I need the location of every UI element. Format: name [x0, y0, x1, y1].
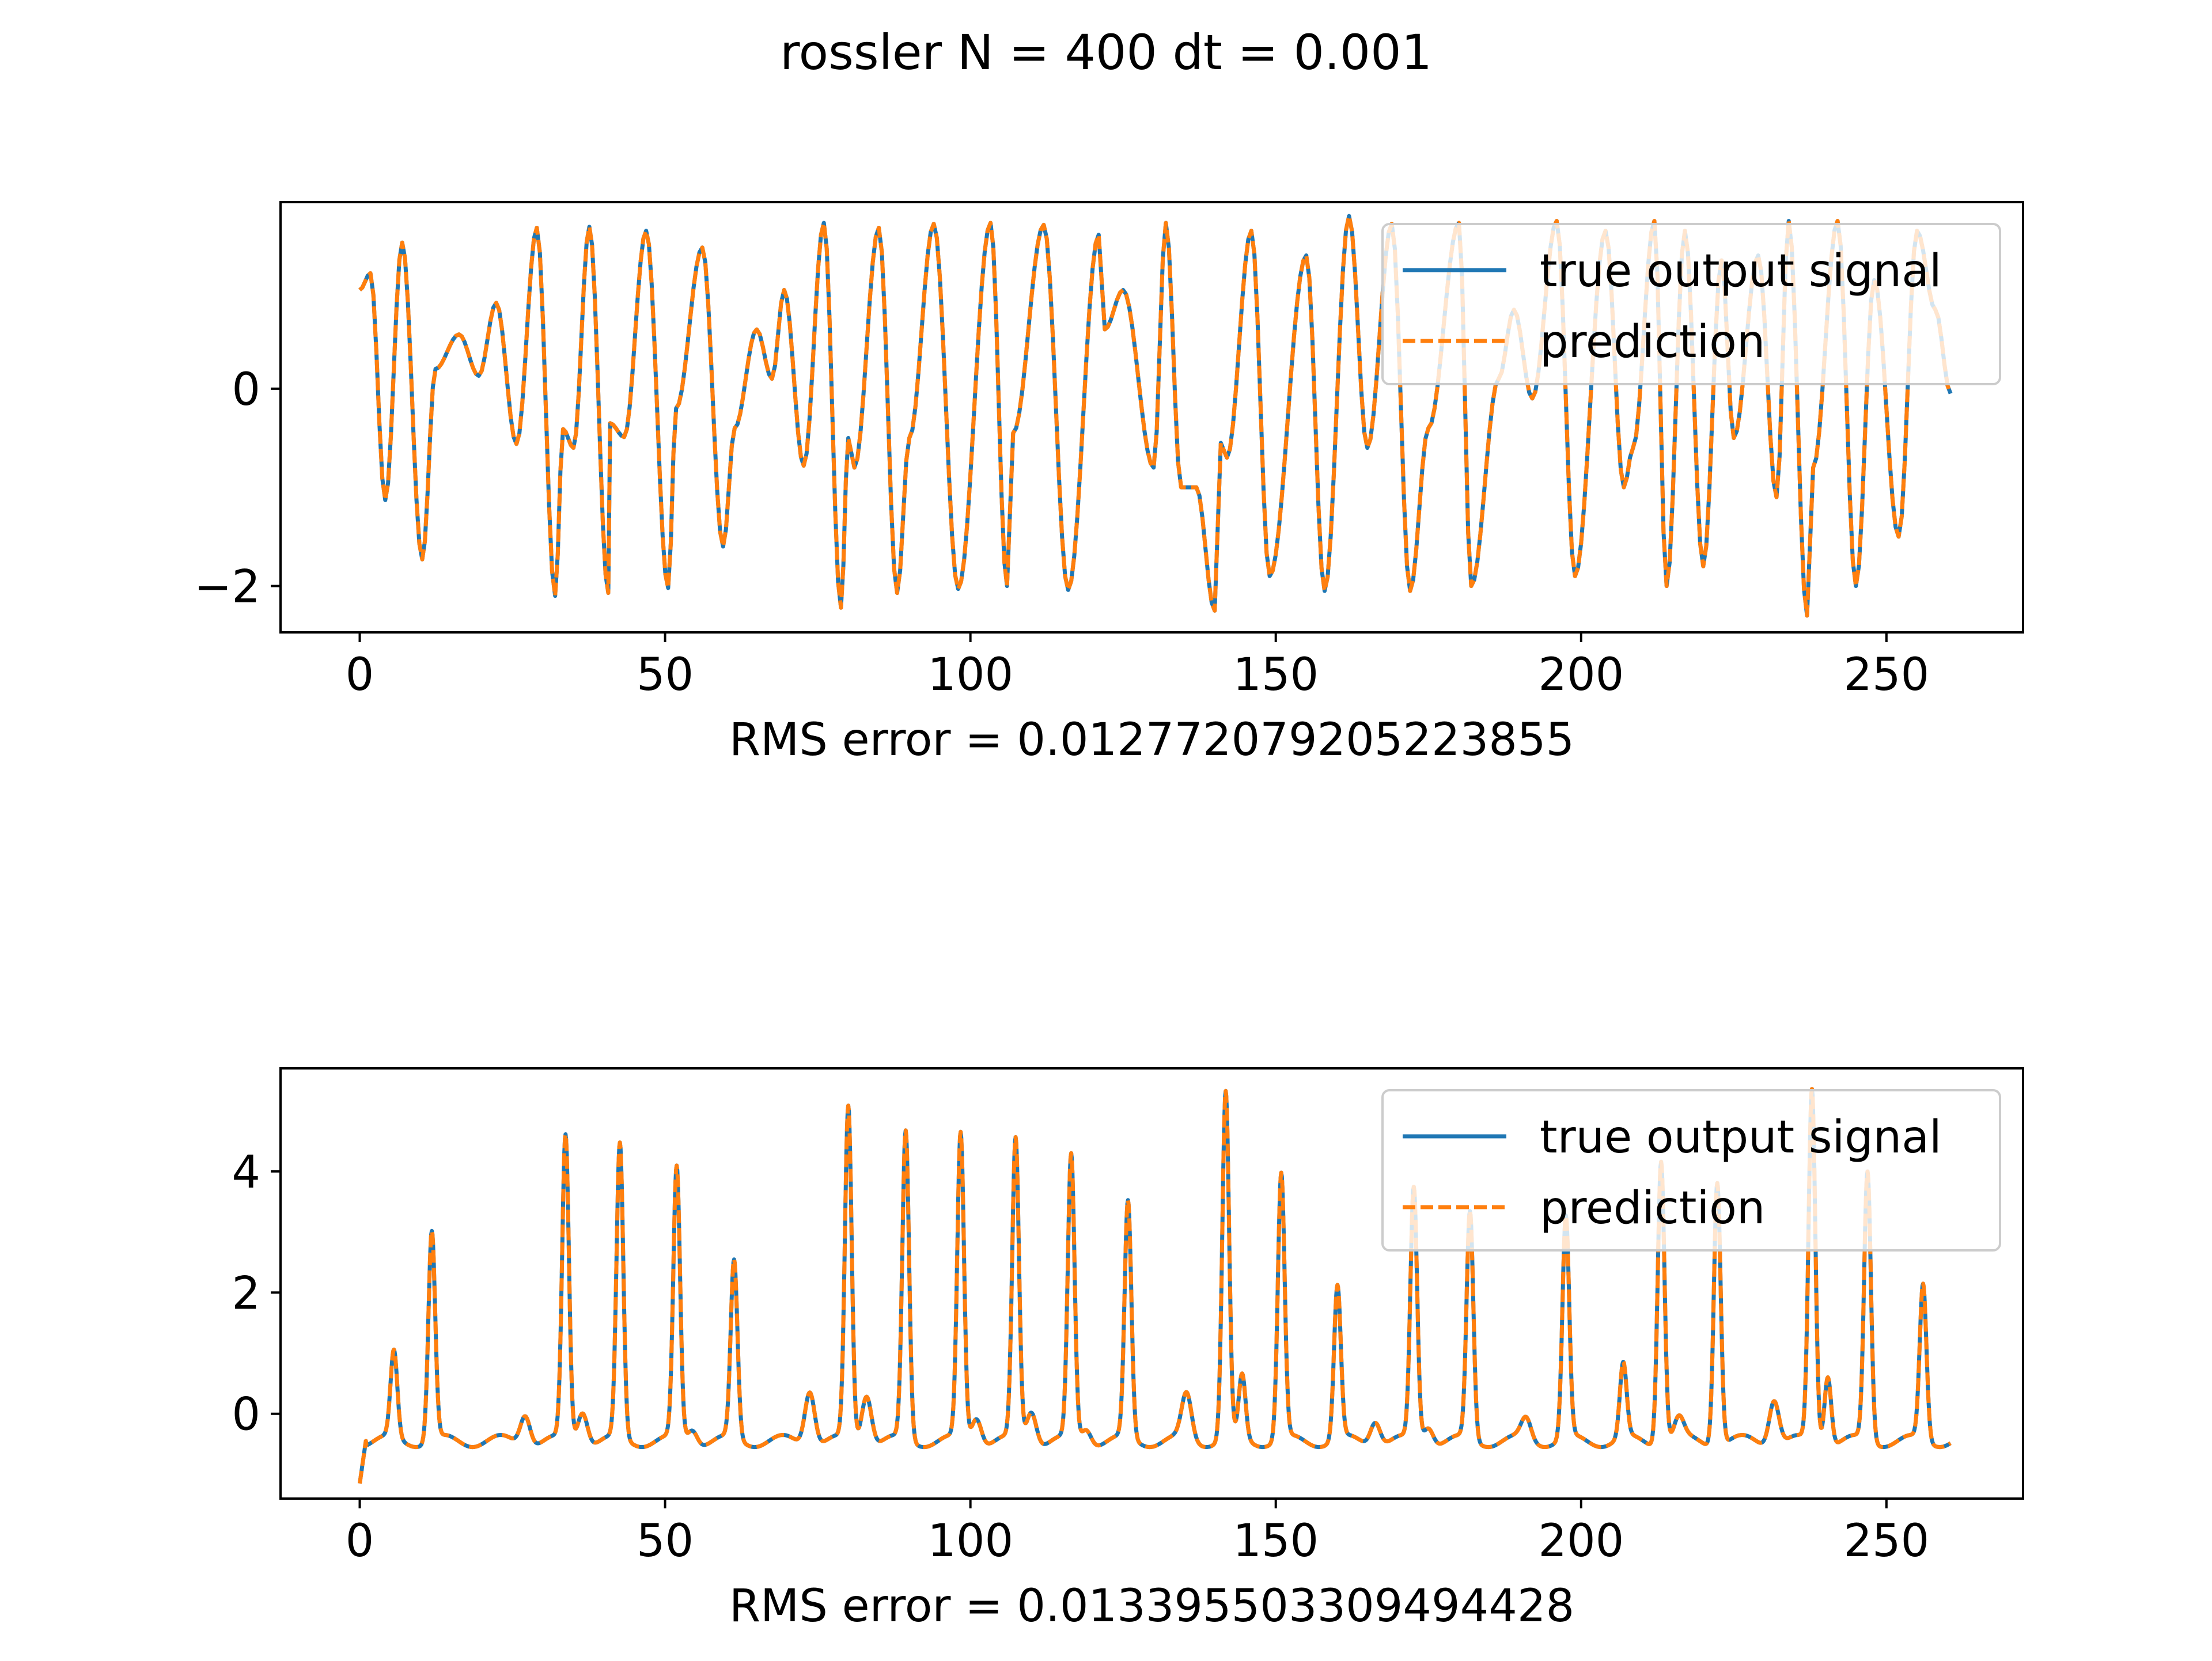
x-tick-label: 0 [346, 649, 374, 701]
y-tick-label: 0 [232, 1389, 260, 1441]
x-tick-label: 250 [1843, 1515, 1929, 1567]
x-axis-label: RMS error = 0.012772079205223855 [729, 714, 1574, 766]
legend: true output signal prediction [1381, 223, 2001, 385]
x-tick-label: 200 [1538, 649, 1624, 701]
figure-title: rossler N = 400 dt = 0.001 [779, 24, 1433, 81]
legend-box [1381, 1089, 2001, 1252]
x-tick-label: 100 [927, 1515, 1013, 1567]
x-tick-label: 250 [1843, 649, 1929, 701]
subplot-1: 0 50 100 150 200 250 −2 0 RMS error = 0.01277207… [194, 201, 2024, 766]
x-tick-label: 50 [637, 1515, 694, 1567]
y-tick-label: −2 [194, 561, 260, 613]
legend-box [1381, 223, 2001, 385]
series-prediction [358, 1087, 1952, 1484]
x-tick-label: 200 [1538, 1515, 1624, 1567]
legend: true output signal prediction [1381, 1089, 2001, 1252]
legend-label: true output signal [1540, 1112, 1942, 1163]
legend-label: prediction [1540, 316, 1765, 368]
x-tick-label: 150 [1233, 1515, 1319, 1567]
x-axis-label: RMS error = 0.013395503309494428 [729, 1580, 1574, 1632]
x-tick-label: 100 [927, 649, 1013, 701]
y-tick-label: 2 [232, 1268, 260, 1319]
legend-label: true output signal [1540, 245, 1942, 297]
x-tick-label: 50 [637, 649, 694, 701]
axes-frame [279, 1067, 2024, 1500]
subplot-2: 0 50 100 150 200 250 0 2 4 RMS error = 0.01339550… [232, 1067, 2024, 1632]
y-tick-label: 4 [232, 1147, 260, 1199]
y-tick-label: 0 [232, 364, 260, 416]
x-tick-label: 0 [346, 1515, 374, 1567]
legend-label: prediction [1540, 1182, 1765, 1234]
axes-frame [279, 201, 2024, 634]
x-tick-label: 150 [1233, 649, 1319, 701]
